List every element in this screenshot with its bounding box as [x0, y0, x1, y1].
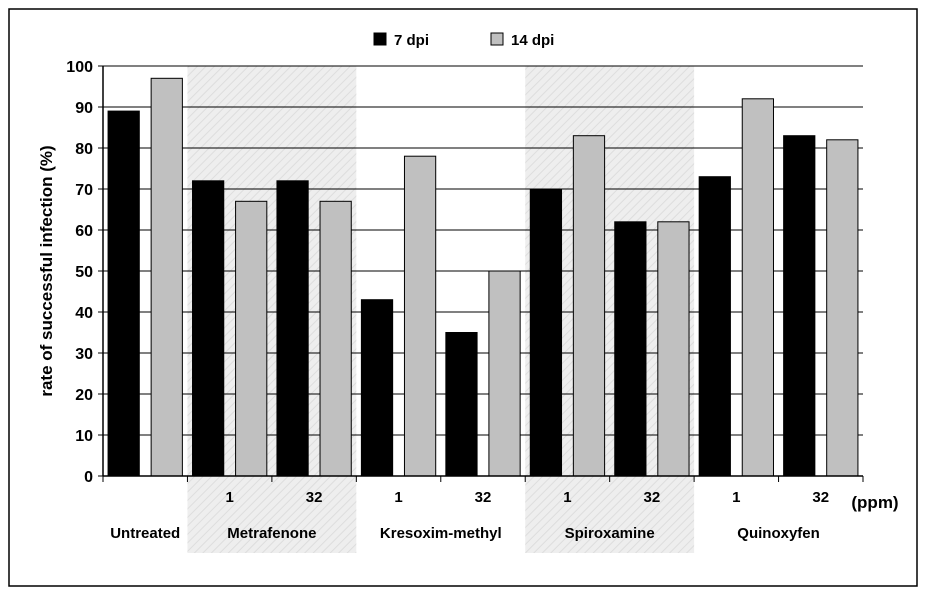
bar [488, 270, 521, 477]
dose-label: 1 [563, 489, 571, 506]
bar [529, 188, 563, 477]
group-label: Kresoxim-methyl [380, 525, 502, 542]
bar [572, 135, 606, 477]
y-tick-label: 20 [75, 387, 93, 404]
bar [783, 135, 816, 477]
legend-swatch [490, 32, 504, 46]
y-tick-label: 60 [75, 223, 93, 240]
dose-label: 1 [225, 489, 233, 506]
bar [657, 221, 690, 477]
bar [319, 200, 352, 477]
bar [107, 110, 140, 477]
x-unit-label: (ppm) [851, 493, 898, 512]
y-tick-label: 0 [84, 469, 93, 486]
legend-label: 7 dpi [394, 32, 429, 49]
bar [826, 139, 859, 477]
dose-label: 32 [644, 489, 661, 506]
group-label: Untreated [110, 525, 180, 542]
chart-frame [8, 8, 918, 587]
y-tick-label: 80 [75, 141, 93, 158]
bar [235, 200, 268, 477]
dose-label: 32 [306, 489, 323, 506]
y-axis-title: rate of successful infection (%) [37, 145, 56, 396]
dose-label: 32 [475, 489, 492, 506]
y-tick-label: 90 [75, 100, 93, 117]
bar [445, 332, 478, 477]
bar [192, 180, 225, 477]
bar [276, 180, 309, 477]
group-label: Quinoxyfen [737, 525, 820, 542]
bar [403, 155, 437, 477]
dose-label: 32 [812, 489, 829, 506]
group-label: Spiroxamine [565, 525, 655, 542]
bar [150, 77, 183, 477]
bar [614, 221, 647, 477]
y-tick-label: 30 [75, 346, 93, 363]
y-tick-label: 10 [75, 428, 93, 445]
y-tick-label: 50 [75, 264, 93, 281]
bar [698, 176, 731, 477]
y-tick-label: 100 [66, 59, 93, 76]
dose-label: 1 [394, 489, 402, 506]
group-label: Metrafenone [227, 525, 316, 542]
y-tick-label: 40 [75, 305, 93, 322]
bar [741, 98, 774, 477]
dose-label: 1 [732, 489, 740, 506]
bar [360, 299, 394, 477]
legend-label: 14 dpi [511, 32, 554, 49]
y-tick-label: 70 [75, 182, 93, 199]
legend-swatch [373, 32, 387, 46]
